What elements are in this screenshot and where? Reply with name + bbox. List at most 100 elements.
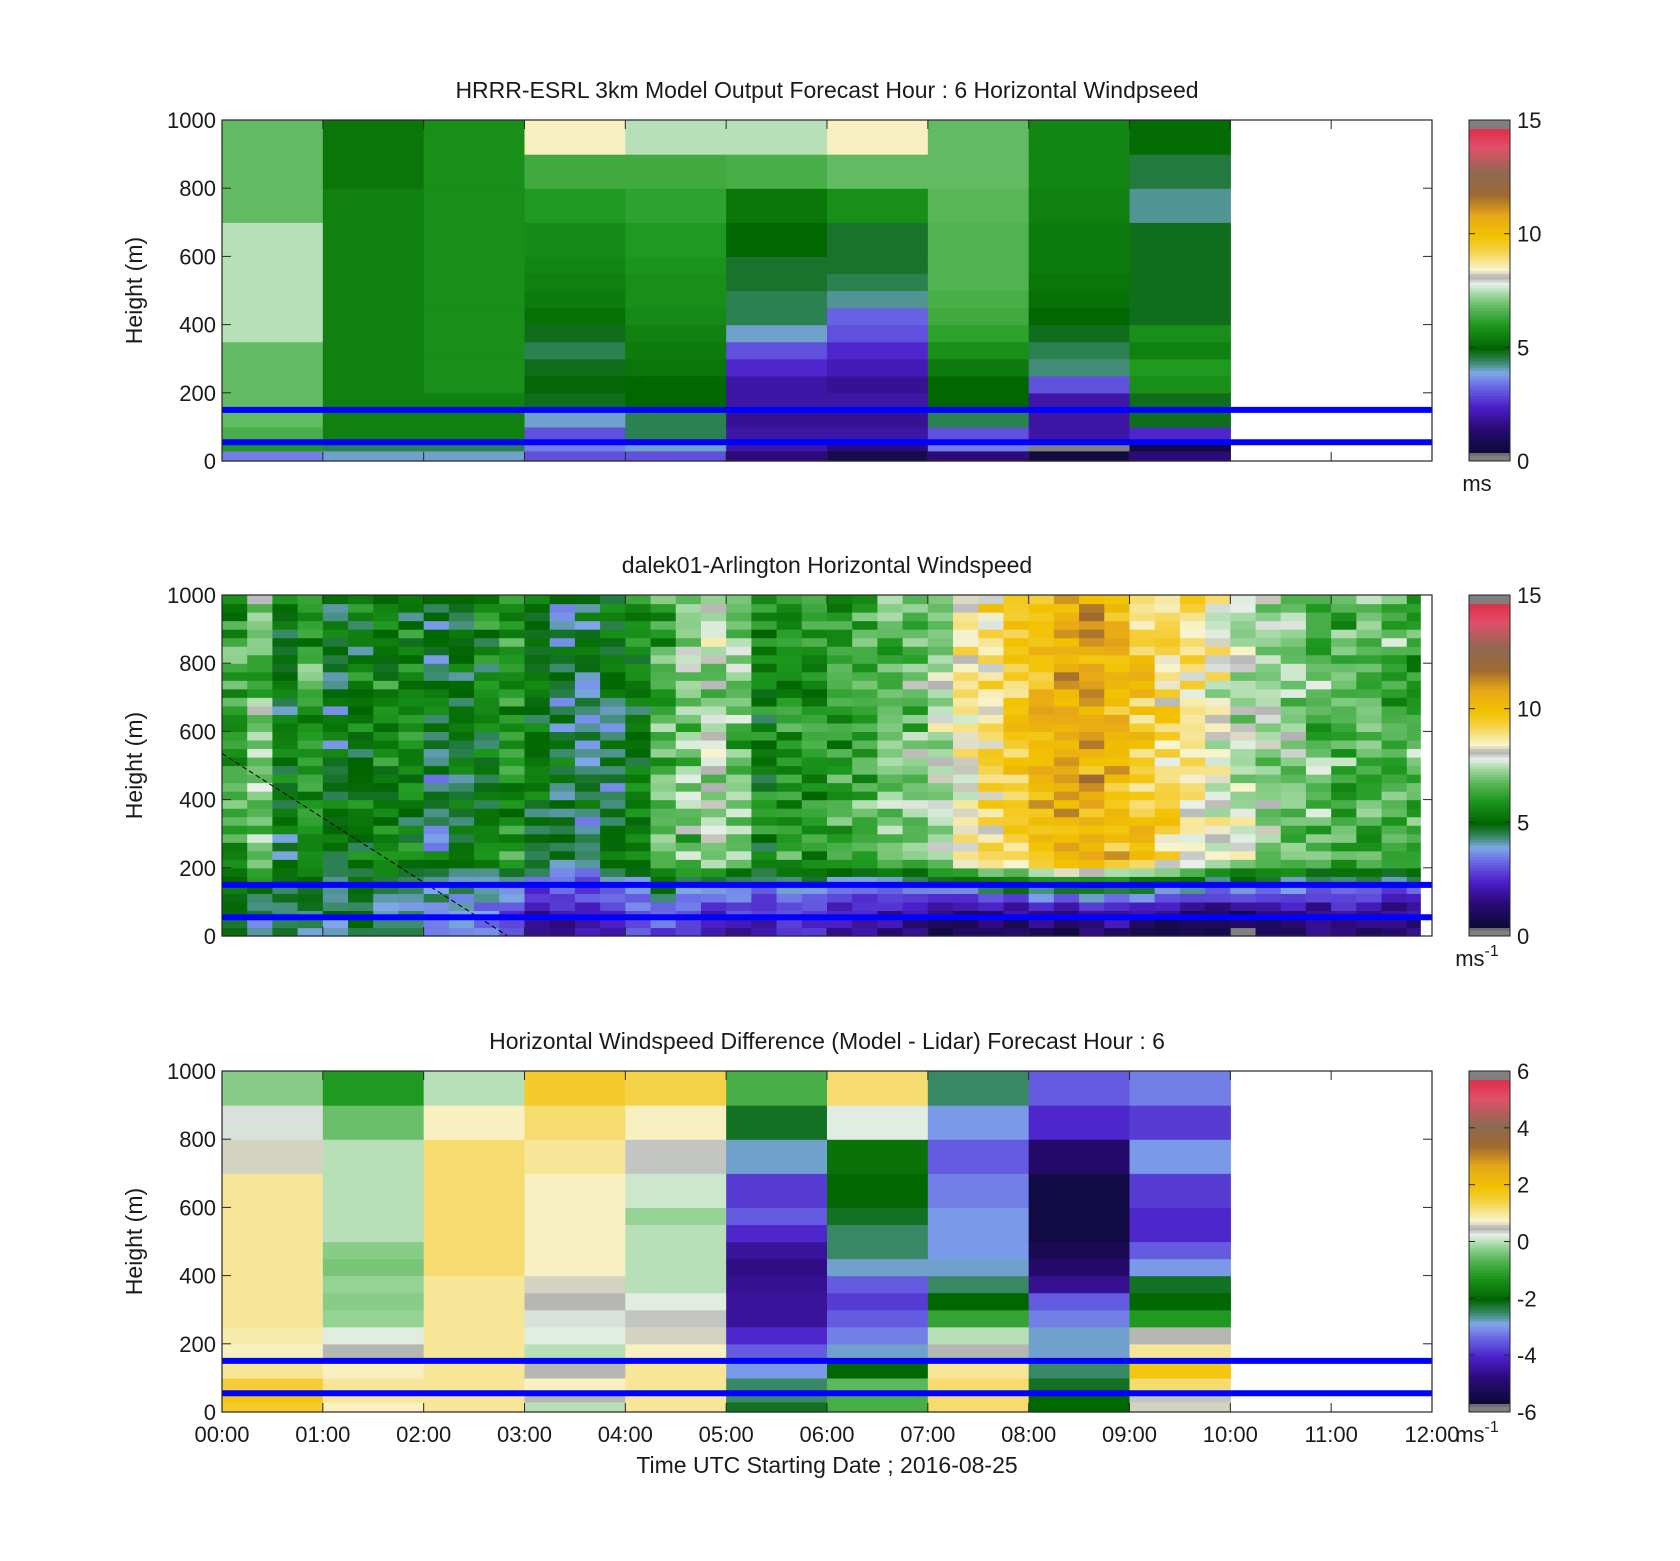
heatmap-cell xyxy=(1331,612,1357,622)
heatmap-cell xyxy=(801,884,828,894)
heatmap-cell xyxy=(549,595,576,605)
heatmap-cell xyxy=(297,876,324,886)
heatmap-cell xyxy=(1129,893,1156,903)
heatmap-cell xyxy=(1255,688,1282,698)
colorbar-segment xyxy=(1469,458,1510,462)
heatmap-cell xyxy=(1053,756,1080,767)
heatmap-cell xyxy=(877,816,904,826)
heatmap-cell xyxy=(852,884,879,894)
colorbar-segment xyxy=(1469,344,1510,348)
heatmap-cell xyxy=(348,714,374,724)
heatmap-cell xyxy=(574,646,601,656)
colorbar-segment xyxy=(1469,242,1510,246)
colorbar-segment xyxy=(1469,1156,1510,1160)
heatmap-cell xyxy=(272,671,299,681)
heatmap-cell xyxy=(1104,884,1131,894)
heatmap-cell xyxy=(953,918,979,929)
heatmap-cell xyxy=(1003,663,1030,673)
heatmap-cell xyxy=(1205,654,1231,664)
heatmap-cell xyxy=(1205,765,1231,775)
heatmap-cell xyxy=(448,756,475,767)
heatmap-cell xyxy=(700,654,727,664)
heatmap-cell xyxy=(322,612,349,622)
heatmap-cell xyxy=(1053,867,1080,877)
heatmap-cell xyxy=(978,756,1005,767)
heatmap-cell xyxy=(1230,603,1257,613)
heatmap-cell xyxy=(726,273,828,292)
colorbar-segment xyxy=(1469,168,1510,172)
heatmap-cell xyxy=(1331,705,1357,715)
x-tick-label: 12:00 xyxy=(1404,1422,1459,1447)
colorbar-unit: ms-1 xyxy=(1455,943,1499,971)
heatmap-cell xyxy=(1079,927,1105,937)
heatmap-cell xyxy=(297,918,324,929)
heatmap-cell xyxy=(423,154,526,189)
heatmap-cell xyxy=(222,1360,324,1379)
heatmap-cell xyxy=(1003,791,1030,801)
heatmap-cell xyxy=(776,697,803,707)
heatmap-cell xyxy=(726,154,828,189)
heatmap-cell xyxy=(398,688,425,698)
heatmap-cell xyxy=(1028,1292,1131,1311)
heatmap-cell xyxy=(1129,748,1156,758)
heatmap-cell xyxy=(1053,901,1080,912)
heatmap-cell xyxy=(953,663,979,673)
heatmap-cell xyxy=(1205,680,1231,690)
heatmap-cell xyxy=(247,705,274,715)
heatmap-cell xyxy=(1028,1391,1131,1403)
heatmap-cell xyxy=(499,867,526,877)
heatmap-cell xyxy=(448,688,475,698)
heatmap-cell xyxy=(1331,731,1357,741)
heatmap-cell xyxy=(297,774,324,784)
heatmap-cell xyxy=(423,722,450,732)
colorbar-segment xyxy=(1469,1105,1510,1109)
heatmap-cell xyxy=(801,927,828,937)
heatmap-cell xyxy=(297,756,324,767)
heatmap-cell xyxy=(272,756,299,767)
heatmap-cell xyxy=(1079,714,1105,724)
heatmap-cell xyxy=(1154,620,1181,630)
heatmap-cell xyxy=(272,893,299,903)
heatmap-cell xyxy=(625,867,652,877)
heatmap-cell xyxy=(1104,595,1131,605)
heatmap-cell xyxy=(524,1292,626,1311)
heatmap-cell xyxy=(247,731,274,741)
heatmap-cell xyxy=(524,409,626,428)
heatmap-cell xyxy=(978,901,1005,912)
colorbar-segment xyxy=(1469,1221,1510,1225)
heatmap-cell xyxy=(1331,629,1357,639)
heatmap-cell xyxy=(524,1139,626,1174)
heatmap-cell xyxy=(297,842,324,852)
colorbar-segment xyxy=(1469,392,1510,397)
heatmap-cell xyxy=(474,765,500,775)
heatmap-cell xyxy=(222,918,248,929)
heatmap-cell xyxy=(776,739,803,750)
heatmap-cell xyxy=(1205,833,1231,843)
heatmap-cell xyxy=(524,816,551,826)
colorbar-segment xyxy=(1469,1269,1510,1274)
heatmap-cell xyxy=(927,440,1030,452)
colorbar-segment xyxy=(1469,603,1510,607)
heatmap-cell xyxy=(852,756,879,767)
heatmap-cell xyxy=(1356,646,1383,656)
colorbar-segment xyxy=(1469,1289,1510,1294)
heatmap-cell xyxy=(877,671,904,681)
heatmap-cell xyxy=(625,120,727,155)
heatmap-cell xyxy=(1028,358,1131,377)
heatmap-cell xyxy=(1230,850,1257,860)
heatmap-cell xyxy=(322,918,349,929)
heatmap-cell xyxy=(1255,825,1282,835)
heatmap-cell xyxy=(1356,731,1383,741)
heatmap-cell xyxy=(222,850,248,860)
heatmap-cell xyxy=(1154,714,1181,724)
heatmap-cell xyxy=(1381,756,1408,767)
heatmap-cell xyxy=(222,697,248,707)
heatmap-cell xyxy=(1154,663,1181,673)
heatmap-cell xyxy=(625,154,727,189)
heatmap-cell xyxy=(1205,671,1231,681)
heatmap-cell xyxy=(650,603,677,613)
heatmap-cell xyxy=(1028,927,1055,937)
heatmap-cell xyxy=(978,646,1005,656)
heatmap-cell xyxy=(827,603,853,613)
heatmap-cell xyxy=(600,893,626,903)
